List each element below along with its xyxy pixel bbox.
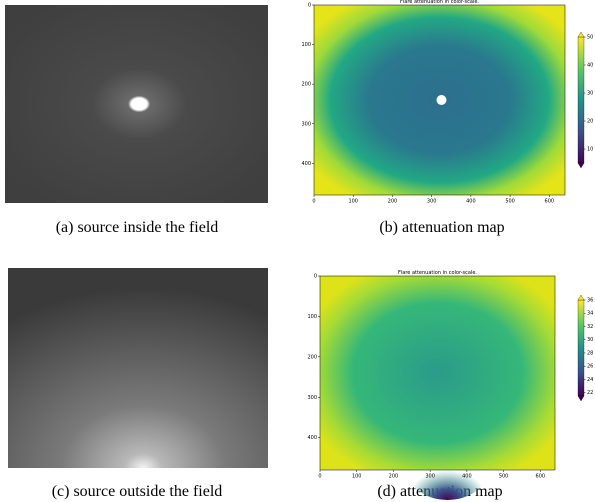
colorbar-extend (577, 162, 585, 169)
plot-frame (313, 4, 566, 196)
x-tick-label: 500 (499, 474, 509, 480)
y-tick-label: 300 (307, 395, 317, 401)
photo-source-inside (5, 5, 268, 203)
plot-title: Flare attenuation in color-scale. (400, 0, 479, 5)
caption: (b) attenuation map (379, 219, 504, 236)
heatmap-image (320, 276, 555, 470)
colorbar-tick-label: 30 (587, 91, 593, 97)
colorbar-extend (577, 294, 585, 301)
x-tick-label: 400 (466, 199, 476, 205)
x-tick-label: 200 (388, 199, 398, 205)
colorbar-extend (577, 31, 585, 38)
caption: (a) source inside the field (56, 219, 219, 236)
colorbar-tick-label: 22 (587, 390, 593, 396)
x-tick-label: 600 (536, 474, 546, 480)
x-tick-label: 600 (545, 199, 555, 205)
plot-title: Flare attenuation in color-scale. (398, 270, 477, 276)
colorbar-tick-label: 30 (587, 337, 593, 343)
colorbar-tick-label: 32 (587, 324, 593, 330)
colorbar-tick-label: 28 (587, 350, 593, 356)
x-tick-label: 0 (312, 199, 315, 205)
x-tick-label: 100 (352, 474, 362, 480)
y-tick-label: 100 (301, 42, 311, 48)
heatmap-source (436, 95, 447, 105)
x-tick-label: 100 (348, 199, 358, 205)
colorbar-tick-label: 50 (587, 35, 593, 41)
colorbar (577, 299, 585, 397)
colorbar-tick-label: 34 (587, 311, 593, 317)
x-tick-label: 400 (462, 474, 472, 480)
colorbar-tick-label: 10 (587, 147, 593, 153)
plot-frame (319, 275, 556, 471)
y-tick-label: 400 (307, 435, 317, 441)
colorbar (577, 36, 585, 164)
y-tick-label: 200 (307, 354, 317, 360)
y-tick-label: 200 (301, 82, 311, 88)
x-tick-label: 0 (318, 474, 321, 480)
photo-source-outside (8, 268, 268, 468)
colorbar-tick-label: 26 (587, 364, 593, 370)
colorbar-extend (577, 395, 585, 402)
colorbar-tick-label: 24 (587, 377, 593, 383)
y-tick-label: 400 (301, 161, 311, 167)
y-tick-label: 100 (307, 314, 317, 320)
y-tick-label: 0 (314, 274, 317, 280)
y-tick-label: 0 (308, 3, 311, 9)
y-tick-label: 300 (301, 121, 311, 127)
x-tick-label: 300 (425, 474, 435, 480)
colorbar-tick-label: 36 (587, 298, 593, 304)
x-tick-label: 500 (505, 199, 515, 205)
x-tick-label: 200 (389, 474, 399, 480)
colorbar-tick-label: 40 (587, 63, 593, 69)
caption: (c) source outside the field (52, 483, 223, 500)
x-tick-label: 300 (427, 199, 437, 205)
colorbar-tick-label: 20 (587, 119, 593, 125)
